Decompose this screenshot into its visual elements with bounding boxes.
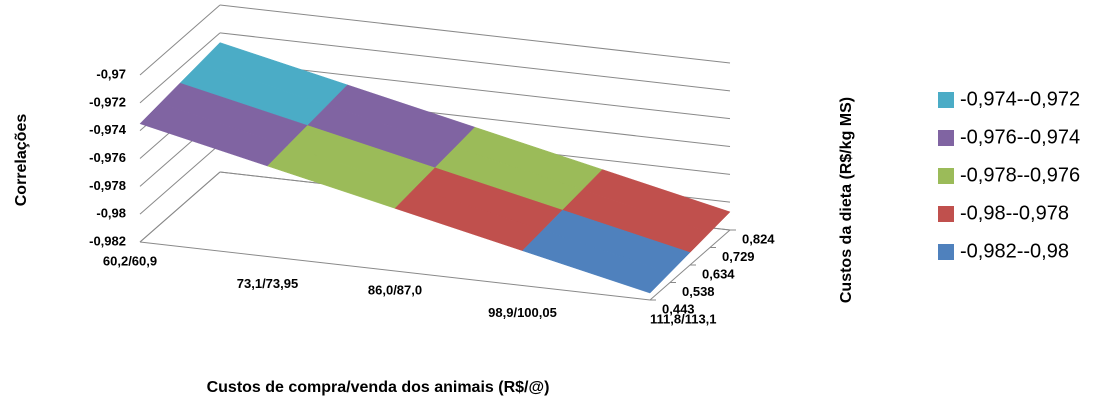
- depth-tick-label: 0,729: [722, 249, 755, 264]
- grid-line: [139, 143, 221, 215]
- x-tick-label: 111,8/113,1: [650, 311, 717, 326]
- depth-axis-title: Custos da dieta (R$/kg MS): [838, 97, 855, 303]
- legend-label: -0,98--0,978: [960, 202, 1069, 224]
- surface-cell: [522, 230, 671, 294]
- floor-edge: [139, 241, 651, 301]
- x-tick-label: 86,0/87,0: [368, 282, 422, 297]
- depth-tick-label: 0,634: [702, 266, 735, 281]
- legend-swatch: [938, 206, 954, 222]
- z-tick-label: -0,976: [89, 150, 126, 165]
- legend-swatch: [938, 130, 954, 146]
- depth-tick-label: 0,824: [742, 231, 775, 246]
- z-axis-title: Correlações: [13, 114, 30, 207]
- grid-line: [219, 4, 731, 64]
- grid-line: [219, 60, 731, 120]
- grid-line: [139, 4, 221, 76]
- depth-tick-label: 0,443: [662, 301, 695, 316]
- legend-label: -0,976--0,974: [960, 126, 1080, 148]
- z-tick-label: -0,97: [96, 66, 126, 81]
- z-tick-label: -0,974: [89, 122, 127, 137]
- legend-swatch: [938, 92, 954, 108]
- legend-label: -0,974--0,972: [960, 88, 1080, 110]
- legend-swatch: [938, 168, 954, 184]
- z-tick-label: -0,978: [89, 178, 126, 193]
- legend-label: -0,982--0,98: [960, 240, 1069, 262]
- z-tick-label: -0,98: [96, 206, 126, 221]
- z-tick-label: -0,982: [89, 233, 126, 248]
- x-tick-label: 73,1/73,95: [237, 276, 298, 291]
- grid-line: [139, 32, 221, 104]
- grid-line: [219, 32, 731, 92]
- x-tick-label: 60,2/60,9: [103, 253, 157, 268]
- z-tick-label: -0,972: [89, 94, 126, 109]
- depth-tick-label: 0,538: [682, 284, 715, 299]
- x-axis-title: Custos de compra/venda dos animais (R$/@…: [207, 379, 550, 396]
- legend-swatch: [938, 244, 954, 260]
- floor-edge: [139, 171, 221, 243]
- legend-label: -0,978--0,976: [960, 164, 1080, 186]
- x-tick-label: 98,9/100,05: [488, 305, 557, 320]
